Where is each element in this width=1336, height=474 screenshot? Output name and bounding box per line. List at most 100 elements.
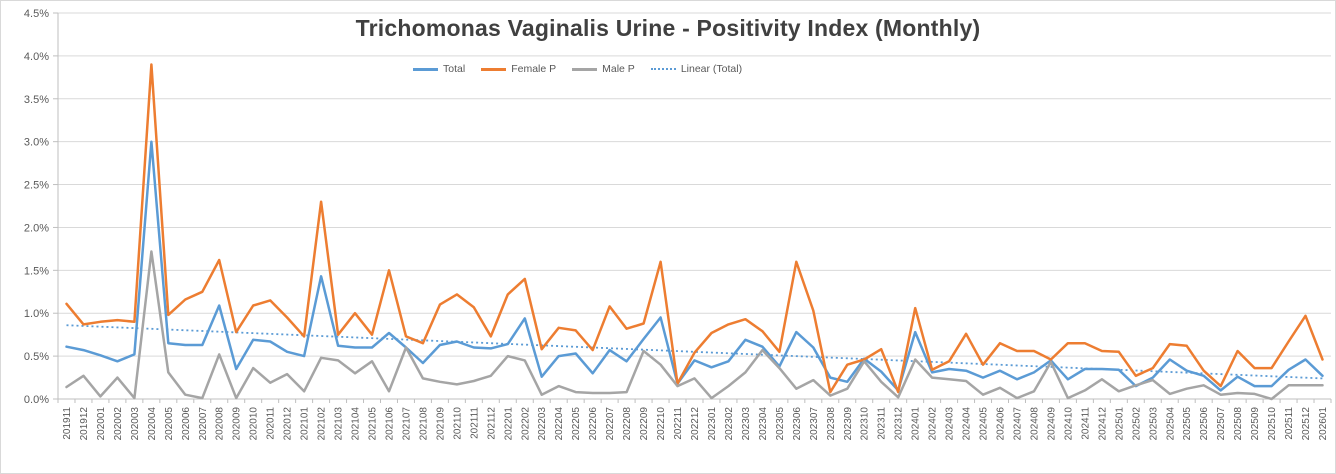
y-axis-label: 4.5% — [24, 8, 49, 20]
x-axis-label: 202304 — [758, 407, 769, 441]
x-axis-label: 202112 — [486, 407, 497, 440]
x-axis-label: 202501 — [1114, 407, 1125, 441]
x-axis-label: 202302 — [724, 407, 735, 441]
x-axis-label: 202102 — [317, 407, 328, 441]
x-axis-label: 202301 — [707, 407, 718, 441]
x-axis-label: 202211 — [673, 407, 684, 440]
x-axis-label: 202311 — [877, 407, 888, 440]
x-axis-label: 202412 — [1097, 407, 1108, 441]
y-axis-label: 2.5% — [24, 180, 49, 192]
x-axis-label: 202308 — [826, 407, 837, 441]
x-axis-label: 202007 — [198, 407, 209, 441]
x-axis-label: 202502 — [1131, 407, 1142, 441]
x-axis-label: 202202 — [520, 407, 531, 441]
x-axis-label: 202011 — [266, 407, 277, 440]
x-axis-label: 202505 — [1182, 407, 1193, 441]
x-axis-label: 202105 — [368, 407, 379, 441]
y-axis-label: 2.0% — [24, 222, 49, 234]
x-axis-label: 202104 — [351, 407, 362, 441]
x-axis-label: 202001 — [96, 407, 107, 441]
line-swatch-icon — [413, 67, 438, 71]
chart-legend: Total Female P Male P Linear (Total) — [413, 63, 742, 75]
x-axis-label: 202103 — [334, 407, 345, 441]
y-axis-label: 4.0% — [24, 51, 49, 63]
x-axis-label: 202212 — [690, 407, 701, 441]
legend-label: Linear (Total) — [680, 63, 743, 75]
x-axis-label: 202006 — [181, 407, 192, 441]
dotted-line-swatch-icon — [650, 68, 676, 70]
x-axis-label: 202303 — [741, 407, 752, 441]
x-axis-label: 202206 — [588, 407, 599, 441]
x-axis-label: 202003 — [130, 407, 141, 441]
x-axis-label: 202510 — [1267, 407, 1278, 441]
x-axis-label: 202511 — [1284, 407, 1295, 440]
y-axis-label: 3.0% — [24, 137, 49, 149]
x-axis-label: 202106 — [384, 407, 395, 441]
x-axis-label: 202507 — [1216, 407, 1227, 441]
series-line-male-p — [65, 250, 1324, 401]
x-axis-label: 201912 — [79, 407, 90, 441]
x-axis-label: 202404 — [962, 407, 973, 441]
x-axis-label: 202312 — [894, 407, 905, 441]
x-axis-label: 202405 — [979, 407, 990, 441]
x-axis-label: 202010 — [249, 407, 260, 441]
x-axis-label: 202005 — [164, 407, 175, 441]
legend-item-male-p: Male P — [572, 63, 635, 75]
legend-label: Female P — [511, 63, 557, 75]
y-axis-label: 3.5% — [24, 94, 49, 106]
x-axis-label: 202004 — [147, 407, 158, 441]
series-line-total — [65, 140, 1324, 392]
x-axis-label: 202205 — [571, 407, 582, 441]
x-axis-label: 202009 — [232, 407, 243, 441]
x-axis-label: 202601 — [1318, 407, 1329, 441]
x-axis-label: 202201 — [503, 407, 514, 441]
x-axis-label: 202210 — [656, 407, 667, 441]
x-axis-label: 202411 — [1080, 407, 1091, 440]
x-axis-label: 202509 — [1250, 407, 1261, 441]
x-axis-label: 202309 — [843, 407, 854, 441]
x-axis-label: 202407 — [1012, 407, 1023, 441]
x-axis-label: 202406 — [996, 407, 1007, 441]
x-axis-label: 202503 — [1148, 407, 1159, 441]
x-axis-label: 202110 — [452, 407, 463, 440]
y-axis-label: 1.0% — [24, 308, 49, 320]
x-axis-label: 202409 — [1046, 407, 1057, 441]
x-axis-label: 202403 — [945, 407, 956, 441]
x-axis-label: 202310 — [860, 407, 871, 441]
legend-item-linear-total-: Linear (Total) — [650, 63, 743, 75]
legend-item-total: Total — [413, 63, 465, 75]
x-axis-label: 202209 — [639, 407, 650, 441]
legend-label: Male P — [602, 63, 635, 75]
line-swatch-icon — [572, 67, 598, 71]
x-axis-label: 202508 — [1233, 407, 1244, 441]
y-axis-label: 1.5% — [24, 265, 49, 277]
x-axis-label: 202002 — [113, 407, 124, 441]
x-axis-label: 202504 — [1165, 407, 1176, 441]
x-axis-label: 202305 — [775, 407, 786, 441]
x-axis-label: 202204 — [554, 407, 565, 441]
x-axis-label: 202410 — [1063, 407, 1074, 441]
x-axis-label: 202109 — [435, 407, 446, 441]
x-axis-label: 202306 — [792, 407, 803, 441]
x-axis-label: 202008 — [215, 407, 226, 441]
x-axis-label: 202506 — [1199, 407, 1210, 441]
x-axis-label: 202012 — [283, 407, 294, 441]
x-axis-label: 202402 — [928, 407, 939, 441]
x-axis-label: 202101 — [300, 407, 311, 441]
x-axis-label: 202108 — [418, 407, 429, 441]
line-swatch-icon — [481, 67, 507, 71]
x-axis-label: 202401 — [911, 407, 922, 441]
x-axis-label: 202512 — [1301, 407, 1312, 441]
x-axis-label: 202208 — [622, 407, 633, 441]
chart-title: Trichomonas Vaginalis Urine - Positivity… — [355, 15, 981, 41]
x-axis-label: 202203 — [537, 407, 548, 441]
legend-item-female-p: Female P — [481, 63, 556, 75]
y-axis-label: 0.5% — [24, 351, 49, 363]
x-axis-label: 202107 — [401, 407, 412, 441]
y-axis-label: 0.0% — [24, 394, 49, 406]
x-axis-label: 202408 — [1029, 407, 1040, 441]
legend-label: Total — [443, 63, 466, 75]
x-axis-label: 202111 — [469, 407, 480, 439]
